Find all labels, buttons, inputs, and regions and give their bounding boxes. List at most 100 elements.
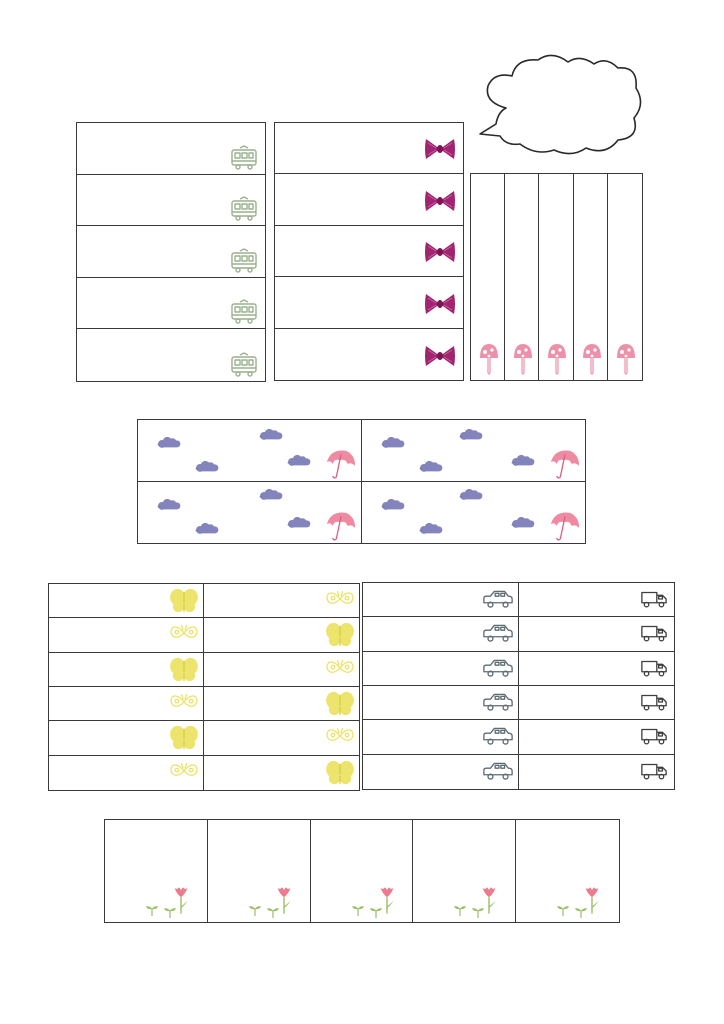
butterfly-label	[49, 584, 204, 619]
mushroom-icon	[616, 343, 636, 375]
bow-icon	[424, 138, 456, 160]
raincloud-icon	[287, 454, 311, 467]
mushroom-strip	[574, 174, 608, 380]
weather-label	[138, 481, 362, 543]
truck-icon	[641, 660, 667, 677]
vehicle-label-grid	[362, 582, 675, 790]
raincloud-icon	[380, 497, 405, 510]
mushroom-icon	[581, 343, 602, 375]
butterfly-icon	[325, 622, 355, 648]
flower-square	[516, 820, 619, 922]
truck-icon	[641, 763, 667, 780]
umbrella-icon	[550, 511, 580, 541]
weather-label-grid	[137, 419, 586, 544]
raincloud-icon	[259, 428, 283, 441]
tulip-icon	[173, 886, 189, 915]
butterfly-label	[49, 686, 204, 722]
umbrella-icon	[325, 449, 356, 479]
butterfly-label	[49, 755, 204, 790]
bow-icon	[424, 241, 456, 263]
vehicle-label	[518, 583, 674, 618]
truck-icon	[641, 626, 667, 642]
weather-label	[138, 420, 362, 482]
butterfly-outline-icon	[170, 693, 198, 708]
tram-icon	[231, 248, 257, 273]
truck-icon	[641, 729, 667, 745]
butterfly-label	[49, 652, 204, 687]
bow-label	[275, 329, 463, 380]
raincloud-icon	[259, 487, 283, 500]
tulip-icon	[379, 886, 394, 915]
raincloud-icon	[510, 454, 535, 467]
vehicle-label	[363, 583, 519, 618]
sprout-icon	[453, 905, 468, 916]
raincloud-icon	[418, 460, 443, 473]
tram-icon	[231, 144, 257, 170]
tram-icon	[231, 299, 257, 325]
bow-icon	[424, 190, 456, 212]
vehicle-label	[518, 652, 674, 686]
mushroom-icon	[479, 343, 499, 375]
tulip-icon	[585, 886, 600, 915]
tram-icon	[231, 352, 257, 377]
butterfly-outline-icon	[170, 762, 198, 776]
truck-icon	[641, 694, 667, 711]
raincloud-icon	[157, 497, 181, 510]
tram-label	[77, 123, 265, 175]
sprout-icon	[248, 905, 262, 916]
mushroom-strip	[505, 174, 540, 380]
mushroom-strip-row	[470, 173, 643, 381]
butterfly-label	[49, 618, 204, 653]
butterfly-outline-icon	[326, 659, 354, 673]
bow-icon	[424, 345, 456, 367]
tram-label	[77, 278, 265, 330]
bow-label	[275, 174, 463, 226]
butterfly-label	[204, 584, 359, 619]
flower-square-row	[104, 819, 620, 923]
vehicle-label	[363, 651, 519, 686]
raincloud-icon	[380, 436, 405, 449]
tram-label	[77, 175, 265, 227]
butterfly-icon	[169, 588, 199, 613]
raincloud-icon	[195, 521, 219, 534]
butterfly-icon	[325, 691, 355, 716]
sprout-icon	[556, 905, 570, 916]
vehicle-label	[363, 617, 519, 652]
car-icon	[482, 728, 513, 746]
tram-label	[77, 329, 265, 381]
tram-label-column	[76, 122, 266, 382]
butterfly-icon	[169, 657, 199, 682]
vehicle-label	[518, 617, 674, 652]
flower-square	[413, 820, 517, 922]
butterfly-label-grid	[48, 583, 360, 791]
butterfly-icon	[325, 760, 355, 785]
vehicle-label	[363, 754, 519, 789]
bow-label-column	[274, 122, 464, 381]
sprout-icon	[350, 905, 365, 916]
butterfly-label	[204, 687, 359, 722]
weather-label	[362, 482, 586, 544]
car-icon	[482, 693, 513, 711]
mushroom-strip	[471, 174, 506, 380]
flower-square	[208, 820, 311, 922]
car-icon	[482, 659, 513, 677]
car-icon	[482, 625, 513, 643]
truck-icon	[641, 591, 667, 608]
butterfly-label	[204, 618, 359, 653]
butterfly-outline-icon	[170, 624, 198, 639]
vehicle-label	[518, 720, 674, 755]
mushroom-icon	[547, 343, 567, 375]
butterfly-label	[49, 721, 204, 756]
raincloud-icon	[458, 487, 483, 500]
tram-icon	[231, 196, 257, 221]
raincloud-icon	[418, 521, 443, 534]
bow-label	[275, 277, 463, 329]
raincloud-icon	[510, 515, 535, 528]
raincloud-icon	[287, 515, 311, 528]
flower-square	[105, 820, 208, 922]
raincloud-icon	[157, 436, 181, 449]
butterfly-label	[204, 756, 359, 790]
vehicle-label	[518, 686, 674, 721]
umbrella-icon	[325, 511, 356, 541]
tram-label	[77, 226, 265, 278]
